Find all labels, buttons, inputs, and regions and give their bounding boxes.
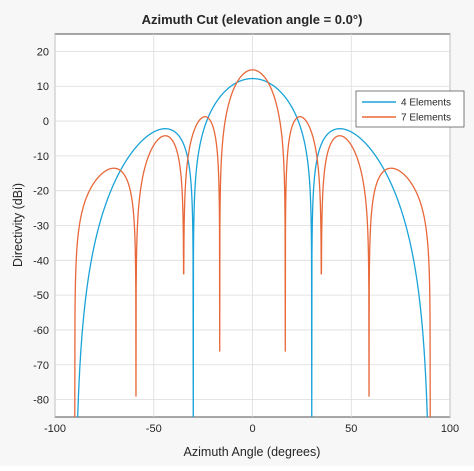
y-tick-label: -40 — [33, 255, 49, 267]
y-tick-label: -80 — [33, 395, 49, 407]
chart-title: Azimuth Cut (elevation angle = 0.0°) — [142, 12, 363, 27]
y-tick-label: -20 — [33, 186, 49, 198]
series-line-2 — [74, 69, 431, 417]
x-tick-label: -50 — [146, 423, 162, 435]
y-tick-label: 0 — [43, 116, 49, 128]
y-tick-label: -30 — [33, 221, 49, 233]
legend-label: 7 Elements — [401, 113, 451, 124]
y-tick-label: -70 — [33, 360, 49, 372]
legend: 4 Elements 7 Elements — [355, 90, 465, 128]
legend-label: 4 Elements — [401, 98, 451, 109]
series-line-1 — [77, 77, 428, 417]
y-tick-label: 20 — [37, 46, 49, 58]
y-axis-label: Directivity (dBi) — [11, 183, 25, 267]
y-tick-label: 10 — [37, 81, 49, 93]
x-tick-label: -100 — [44, 423, 66, 435]
x-tick-label: 50 — [345, 423, 357, 435]
x-tick-label: 0 — [249, 423, 255, 435]
x-axis-label: Azimuth Angle (degrees) — [184, 445, 321, 459]
series-layer — [74, 69, 431, 417]
y-tick-label: -10 — [33, 151, 49, 163]
grid — [54, 34, 451, 417]
y-tick-label: -50 — [33, 290, 49, 302]
x-tick-label: 100 — [441, 423, 459, 435]
ticks: -100 -50 0 50 10020100-10-20-30-40-50-60-70-… — [33, 46, 459, 435]
y-tick-label: -60 — [33, 325, 49, 337]
legend-box — [355, 90, 465, 128]
